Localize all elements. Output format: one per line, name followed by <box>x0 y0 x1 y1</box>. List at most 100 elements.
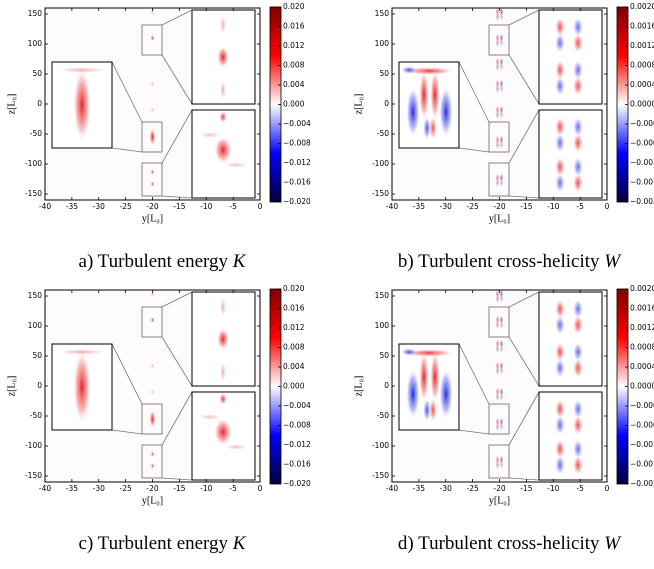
field-blob <box>555 60 565 80</box>
x-tick-label: -10 <box>547 202 559 211</box>
field-blob <box>555 117 565 137</box>
colorbar-tick-label: 0.0012 <box>630 323 654 332</box>
x-tick-label: -30 <box>93 484 105 493</box>
field-blob <box>499 345 504 353</box>
field-blob <box>73 349 91 425</box>
y-tick-label: 150 <box>28 9 43 18</box>
colorbar-tick-label: −0.016 <box>283 178 311 187</box>
field-blob <box>573 299 583 319</box>
field-blob <box>499 85 504 93</box>
field-blob <box>220 15 226 35</box>
y-tick-label: -150 <box>25 471 42 480</box>
field-blob <box>555 17 565 37</box>
y-tick-label: 100 <box>375 39 390 48</box>
x-tick-label: -25 <box>467 484 479 493</box>
colorbar-tick-label: −0.0008 <box>630 421 654 430</box>
field-blob <box>555 133 565 153</box>
x-tick-label: -35 <box>66 484 78 493</box>
x-tick-label: -40 <box>39 484 51 493</box>
field-blob <box>495 321 500 329</box>
colorbar-tick-label: 0.0008 <box>630 61 654 70</box>
field-blob <box>499 111 504 119</box>
x-tick-label: -15 <box>520 202 532 211</box>
colorbar-tick-label: 0.016 <box>283 304 305 313</box>
y-tick-label: -100 <box>372 159 389 168</box>
field-blob <box>499 179 504 187</box>
field-blob <box>217 46 229 68</box>
field-blob <box>419 69 429 121</box>
field-blob <box>150 291 155 297</box>
colorbar-tick-label: −0.008 <box>283 421 311 430</box>
field-blob <box>555 315 565 335</box>
inset-connector <box>111 343 143 405</box>
colorbar-tick-label: −0.020 <box>283 197 311 206</box>
inset-box <box>141 444 163 479</box>
field-blob <box>439 86 453 138</box>
field-blob <box>573 439 583 459</box>
inset-connector <box>508 9 540 26</box>
y-tick-label: 0 <box>37 99 42 108</box>
field-blob <box>495 63 500 71</box>
inset-connector <box>161 391 193 446</box>
colorbar-tick-label: 0.000 <box>283 382 305 391</box>
inset-connector <box>161 54 193 105</box>
caption-text: c) Turbulent energy <box>79 533 229 554</box>
colorbar-tick-label: 0.004 <box>283 362 305 371</box>
y-tick-label: 50 <box>32 69 42 78</box>
field-blob <box>219 111 227 123</box>
colorbar-tick-label: −0.0016 <box>630 460 654 469</box>
colorbar-tick-label: 0.0008 <box>630 343 654 352</box>
x-tick-label: -25 <box>120 202 132 211</box>
y-tick-label: -150 <box>25 189 42 198</box>
caption: a) Turbulent energy K <box>79 251 247 272</box>
inset-box <box>488 306 510 338</box>
inset-connector <box>161 477 193 481</box>
inset-connector <box>161 291 193 308</box>
inset-box <box>141 121 163 153</box>
inset-connector <box>508 54 540 105</box>
inset <box>538 391 603 481</box>
field-blob <box>499 13 504 21</box>
colorbar-tick-label: 0.004 <box>283 80 305 89</box>
y-tick-label: -100 <box>25 159 42 168</box>
y-tick-label: 0 <box>37 381 42 390</box>
field-blob <box>555 157 565 177</box>
field-blob <box>573 455 583 475</box>
colorbar-tick-label: 0.0020 <box>630 284 654 293</box>
inset-box <box>141 24 163 56</box>
colorbar-tick-label: 0.012 <box>283 323 305 332</box>
field-blob <box>495 179 500 187</box>
field-blob <box>217 328 229 350</box>
y-tick-label: 150 <box>375 291 390 300</box>
field-blob <box>423 398 431 422</box>
colorbar-tick-label: 0.020 <box>283 2 305 11</box>
field-blob <box>419 351 429 403</box>
field-blob <box>555 33 565 53</box>
x-tick-label: 0 <box>258 484 263 493</box>
colorbar-tick-label: 0.0012 <box>630 41 654 50</box>
field-blob <box>555 439 565 459</box>
field-blob <box>499 393 504 401</box>
inset-connector <box>161 195 193 199</box>
field-blob <box>495 345 500 353</box>
inset-box <box>488 162 510 197</box>
caption: c) Turbulent energy K <box>79 533 247 554</box>
colorbar-tick-label: −0.0004 <box>630 119 654 128</box>
field-blob <box>495 367 500 375</box>
colorbar-tick-label: −0.0004 <box>630 401 654 410</box>
field-blob <box>406 368 420 420</box>
field-blob <box>499 39 504 47</box>
y-tick-label: 150 <box>375 9 390 18</box>
x-tick-label: -35 <box>413 202 425 211</box>
colorbar-tick-label: −0.0016 <box>630 178 654 187</box>
inset-connector <box>111 61 143 123</box>
field-blob <box>499 367 504 375</box>
field-blob <box>555 342 565 362</box>
colorbar-tick-label: 0.0000 <box>630 100 654 109</box>
field-blob <box>573 33 583 53</box>
field-blob <box>423 116 431 140</box>
field-blob <box>495 111 500 119</box>
field-blob <box>429 398 437 422</box>
inset-connector <box>508 477 540 481</box>
caption-symbol: W <box>604 533 622 554</box>
